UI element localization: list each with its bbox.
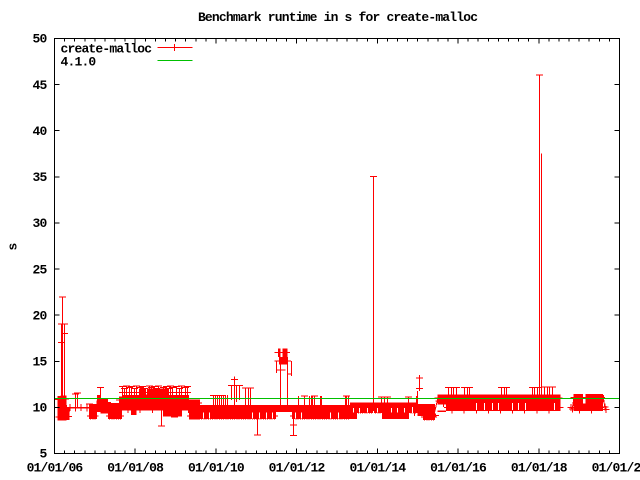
svg-text:30: 30 [33,216,48,231]
svg-text:5: 5 [40,447,48,462]
svg-text:45: 45 [33,78,48,93]
svg-text:01/01/12: 01/01/12 [269,461,326,476]
svg-text:create-malloc: create-malloc [61,42,153,57]
svg-text:50: 50 [33,32,48,47]
svg-text:25: 25 [33,262,48,277]
svg-text:4.1.0: 4.1.0 [61,55,97,70]
svg-text:20: 20 [33,308,48,323]
svg-text:01/01/18: 01/01/18 [511,461,568,476]
svg-text:01/01/06: 01/01/06 [27,461,84,476]
svg-text:10: 10 [33,401,48,416]
svg-text:s: s [6,242,21,250]
svg-text:01/01/14: 01/01/14 [349,461,406,476]
svg-text:01/01/20: 01/01/20 [592,461,640,476]
svg-text:Benchmark runtime in s for cre: Benchmark runtime in s for create-malloc [198,10,478,25]
svg-text:40: 40 [33,124,48,139]
svg-text:01/01/10: 01/01/10 [188,461,245,476]
svg-text:01/01/16: 01/01/16 [430,461,487,476]
svg-text:01/01/08: 01/01/08 [107,461,164,476]
svg-text:15: 15 [33,355,48,370]
svg-text:35: 35 [33,170,48,185]
